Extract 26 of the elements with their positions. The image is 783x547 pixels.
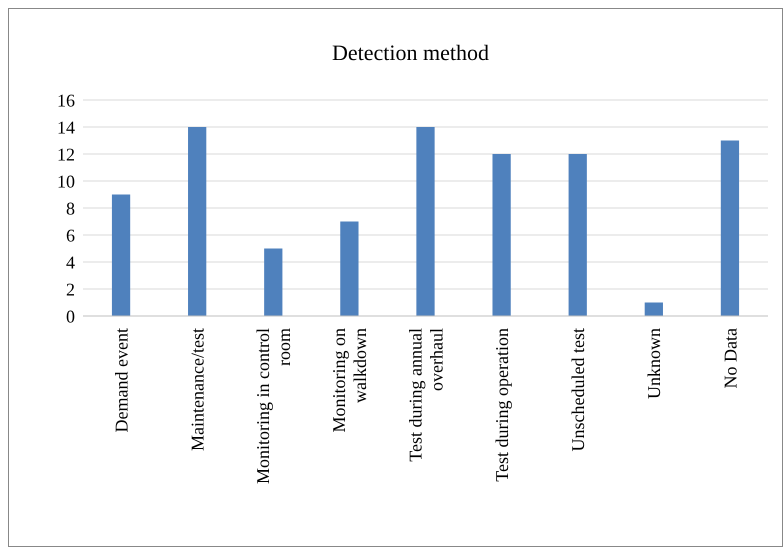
x-tick-label: Unknown <box>644 328 664 399</box>
x-tick-label: Monitoring in control room <box>253 328 294 484</box>
y-tick-label: 12 <box>57 144 75 164</box>
bar <box>568 154 587 316</box>
x-tick-label: Test during operation <box>492 328 512 482</box>
y-tick-label: 0 <box>66 306 75 326</box>
x-tick-label: Unscheduled test <box>568 328 588 452</box>
y-tick-label: 16 <box>57 90 75 110</box>
x-tick-label: No Data <box>720 328 740 388</box>
bar <box>340 222 359 316</box>
x-tick-label: Demand event <box>111 328 132 432</box>
y-tick-label: 6 <box>66 225 75 246</box>
bar <box>416 127 435 316</box>
bar <box>112 194 130 316</box>
y-tick-label: 8 <box>66 198 75 218</box>
y-tick-label: 2 <box>66 279 75 300</box>
bar <box>188 127 206 316</box>
chart-title: Detection method <box>332 40 490 65</box>
bar <box>492 154 511 316</box>
x-tick-label: Maintenance/test <box>187 328 208 451</box>
y-tick-label: 4 <box>66 252 75 272</box>
bar <box>644 302 663 316</box>
bar <box>720 140 740 316</box>
y-tick-label: 10 <box>57 171 75 192</box>
bar <box>264 248 282 316</box>
y-tick-label: 14 <box>57 117 75 138</box>
